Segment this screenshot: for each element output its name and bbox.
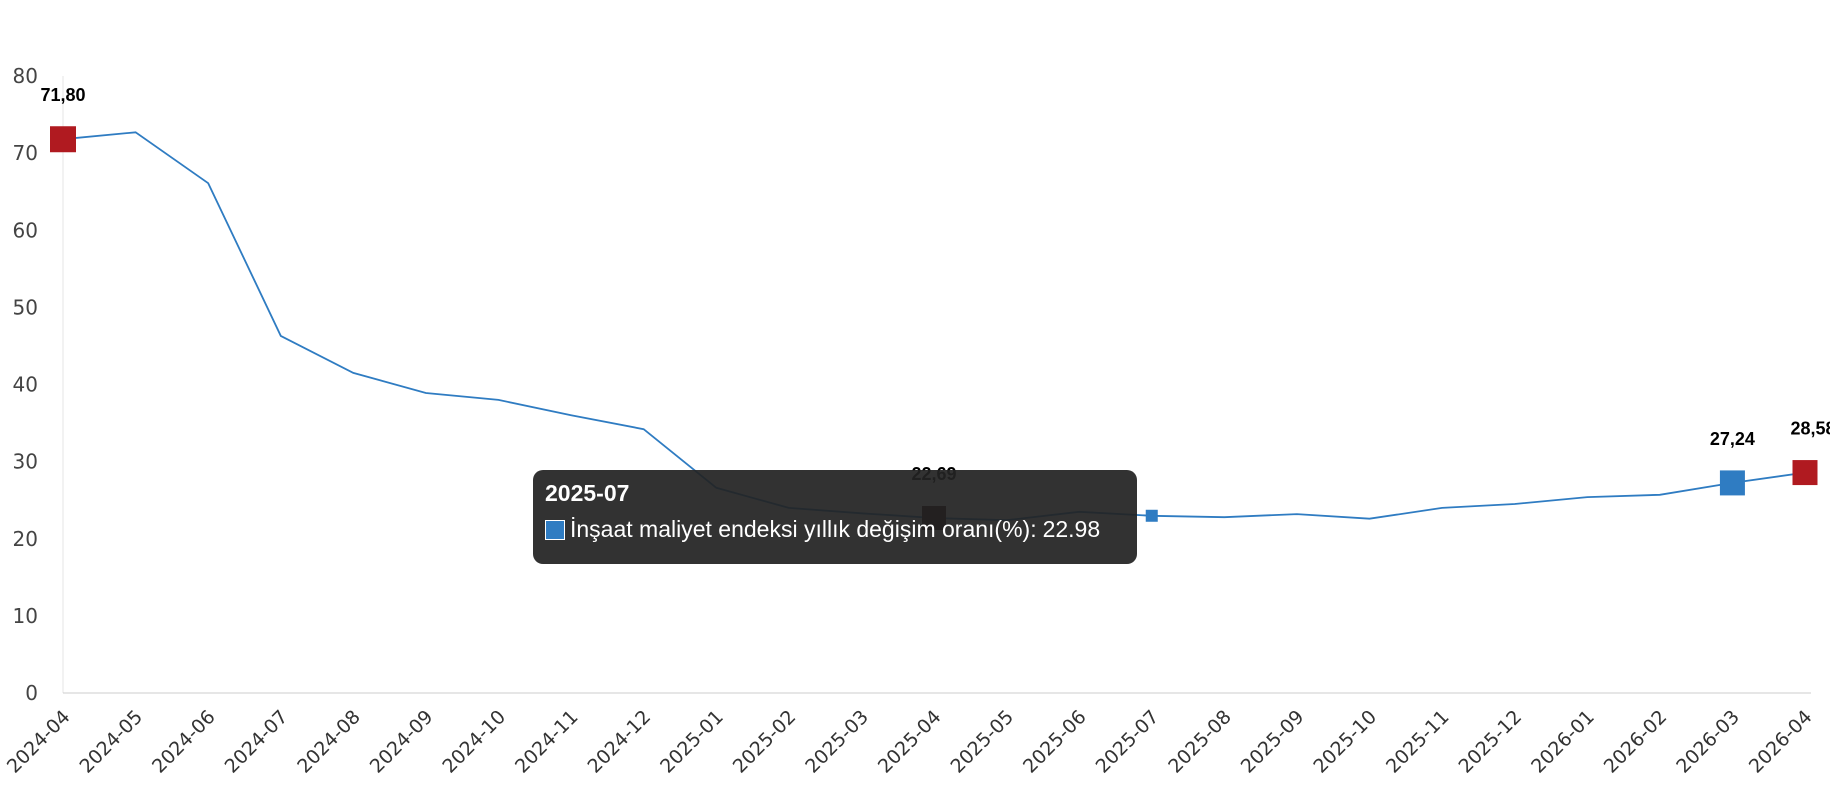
x-tick-label: 2025-11 [1382, 706, 1454, 778]
x-tick-label: 2024-08 [293, 706, 365, 778]
max-point-marker[interactable] [50, 126, 76, 153]
tooltip-title: 2025-07 [545, 480, 630, 506]
x-tick-label: 2025-05 [946, 706, 1018, 778]
x-tick-label: 2024-04 [3, 706, 75, 778]
data-label: 28,58 [1790, 419, 1830, 439]
x-tick-label: 2026-02 [1600, 706, 1672, 778]
series-line [62, 131, 1806, 522]
y-tick-label: 0 [25, 681, 38, 705]
x-tick-label: 2024-12 [584, 706, 656, 778]
x-tick-label: 2024-05 [75, 706, 147, 778]
previous-point-marker[interactable] [1719, 470, 1745, 496]
latest-point-marker[interactable] [1792, 460, 1818, 486]
hover-point-marker[interactable] [1145, 509, 1158, 522]
y-tick-label: 30 [13, 450, 38, 474]
x-tick-label: 2024-09 [366, 706, 438, 778]
data-label: 27,24 [1710, 429, 1755, 449]
x-tick-label: 2024-10 [438, 706, 510, 778]
x-tick-label: 2025-07 [1092, 706, 1164, 778]
x-tick-label: 2025-12 [1455, 706, 1527, 778]
tooltip-series-swatch-icon [545, 519, 565, 540]
y-tick-label: 20 [13, 527, 38, 551]
y-tick-label: 40 [13, 373, 38, 397]
y-tick-label: 10 [13, 604, 38, 628]
x-tick-label: 2026-01 [1527, 706, 1599, 778]
tooltip-series-label: İnşaat maliyet endeksi yıllık değişim or… [570, 516, 1031, 542]
series-layer [62, 131, 1806, 522]
x-tick-label: 2025-10 [1309, 706, 1381, 778]
x-tick-label: 2024-06 [148, 706, 220, 778]
x-tick-label: 2025-03 [801, 706, 873, 778]
x-tick-label: 2025-04 [874, 706, 946, 778]
x-axis: 2024-04 2024-05 2024-06 2024-07 2024-08 2024-… [3, 706, 1817, 778]
y-tick-label: 60 [13, 218, 38, 242]
y-tick-label: 70 [13, 141, 38, 165]
x-tick-label: 2025-02 [729, 706, 801, 778]
x-tick-label: 2024-11 [511, 706, 583, 778]
y-axis: 0 10 20 30 40 50 60 70 80 [13, 64, 1811, 705]
y-tick-label: 50 [13, 295, 38, 319]
chart-tooltip: 2025-07 İnşaat maliyet endeksi yıllık de… [533, 470, 1137, 564]
data-label: 71,80 [40, 85, 85, 105]
tooltip-row: İnşaat maliyet endeksi yıllık değişim or… [545, 516, 1125, 543]
x-tick-label: 2025-06 [1019, 706, 1091, 778]
x-tick-label: 2026-03 [1672, 706, 1744, 778]
x-tick-label: 2026-04 [1745, 706, 1817, 778]
x-tick-label: 2024-07 [221, 706, 293, 778]
x-tick-label: 2025-08 [1164, 706, 1236, 778]
x-tick-label: 2025-09 [1237, 706, 1309, 778]
y-tick-label: 80 [13, 64, 38, 88]
x-tick-label: 2025-01 [656, 706, 728, 778]
tooltip-value: 22.98 [1042, 516, 1101, 542]
